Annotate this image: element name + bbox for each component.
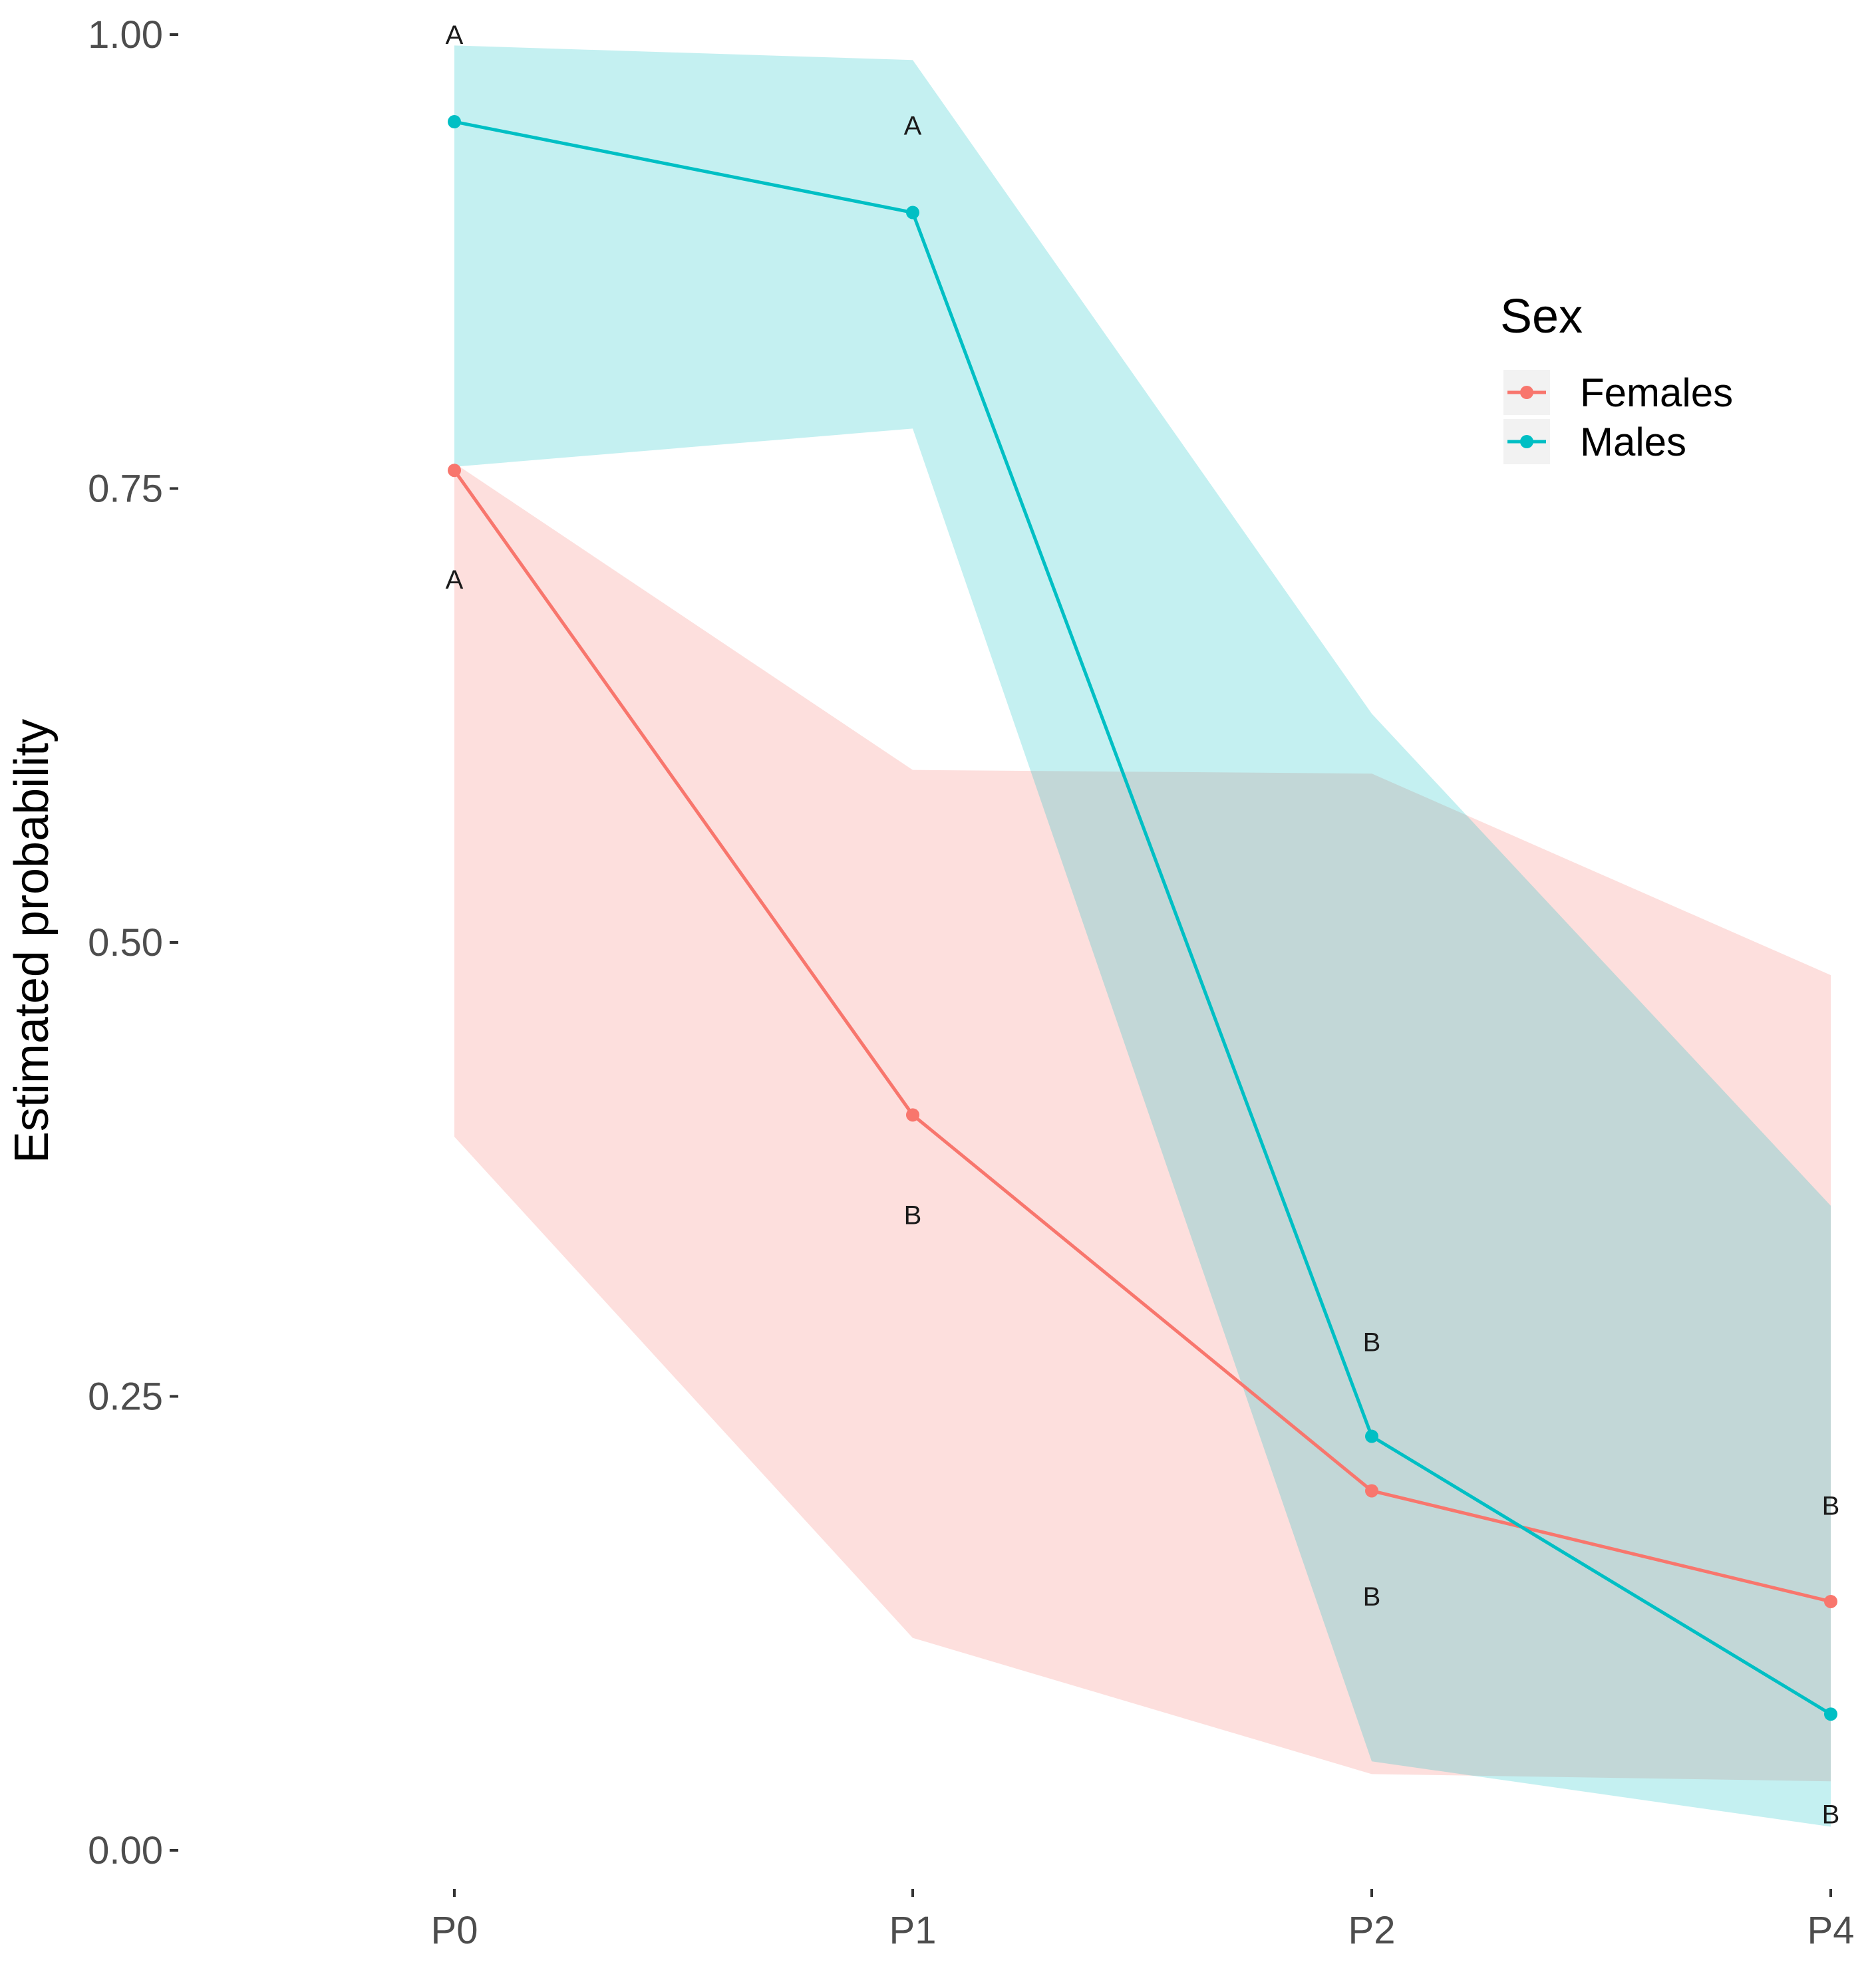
annotation-females: B — [904, 1201, 922, 1230]
y-tick-label: 0.25 — [88, 1375, 163, 1419]
x-tick-label: P4 — [1807, 1909, 1855, 1952]
y-tick-label: 0.50 — [88, 921, 163, 964]
annotation-males: A — [446, 21, 464, 50]
annotation-females: B — [1363, 1582, 1381, 1612]
data-point-males — [1824, 1707, 1837, 1721]
legend-label-males: Males — [1580, 420, 1686, 464]
legend-key-point — [1520, 435, 1533, 448]
annotation-males: B — [1822, 1800, 1840, 1829]
annotation-females: B — [1822, 1491, 1840, 1520]
series-line-females — [452, 469, 1831, 1604]
y-tick-label: 1.00 — [88, 13, 163, 57]
data-point-females — [1365, 1484, 1378, 1498]
data-point-females — [448, 464, 461, 478]
data-point-males — [1365, 1429, 1378, 1443]
y-tick-label: 0.75 — [88, 468, 163, 511]
x-tick-label: P0 — [431, 1909, 478, 1952]
x-tick-label: P1 — [889, 1909, 937, 1952]
ribbon-females — [454, 463, 1831, 1782]
data-point-females — [1824, 1594, 1837, 1608]
legend-title: Sex — [1500, 290, 1583, 343]
y-tick-label: 0.00 — [88, 1829, 163, 1872]
annotation-males: B — [1363, 1328, 1381, 1357]
data-point-males — [448, 115, 461, 129]
x-tick-label: P2 — [1348, 1909, 1396, 1952]
series-line-males — [454, 120, 1832, 1716]
series-points — [448, 115, 1837, 1721]
confidence-ribbons — [454, 45, 1831, 1827]
legend-key-point — [1520, 386, 1533, 399]
y-axis-title: Estimated probability — [5, 719, 59, 1163]
data-point-males — [906, 206, 919, 219]
ribbon-males — [454, 45, 1831, 1827]
legend: Sex Females Males — [1500, 290, 1733, 464]
significance-annotations: A B B B A A B B — [446, 21, 1840, 1829]
x-axis: P0 P1 P2 P4 — [431, 1889, 1855, 1952]
data-point-females — [906, 1108, 919, 1122]
series-lines — [452, 120, 1832, 1716]
legend-label-females: Females — [1580, 370, 1733, 415]
annotation-females: A — [446, 565, 464, 595]
annotation-males: A — [904, 112, 922, 141]
y-axis: 0.00 0.25 0.50 0.75 1.00 — [88, 13, 178, 1872]
